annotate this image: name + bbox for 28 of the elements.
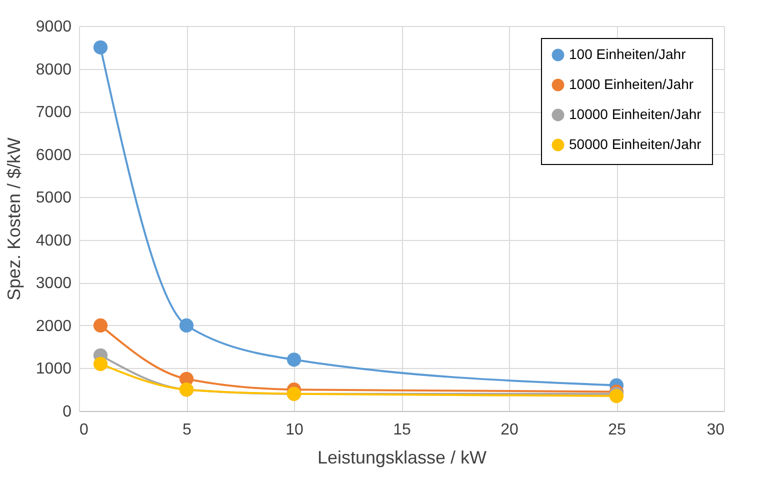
y-tick-label: 6000 (36, 146, 72, 164)
y-tick-label: 2000 (36, 318, 72, 335)
point (179, 318, 194, 332)
x-tick-label: 25 (608, 422, 626, 438)
y-tick-label: 7000 (36, 104, 72, 122)
x-tick-label: 10 (286, 422, 304, 438)
y-tick-label: 1000 (36, 360, 72, 378)
y-tick-label: 5000 (36, 190, 72, 207)
x-tick-label: 30 (706, 422, 725, 438)
legend-label: 10000 Einheiten/Jahr (569, 106, 702, 122)
y-axis-title: Spez. Kosten / $/kW (4, 137, 24, 301)
y-tick-label: 9000 (36, 18, 72, 36)
legend-label: 50000 Einheiten/Jahr (569, 136, 702, 152)
legend-label: 1000 Einheiten/Jahr (569, 76, 694, 92)
y-tick-label: 4000 (36, 232, 72, 250)
point (93, 356, 108, 371)
y-tick-label: 0 (62, 404, 72, 420)
y-tick-label: 8000 (36, 61, 72, 78)
x-tick-label: 15 (393, 422, 411, 438)
point (286, 352, 302, 367)
x-tick-label: 5 (182, 422, 192, 438)
point (93, 40, 108, 54)
point (93, 318, 108, 332)
x-axis-title: Leistungsklasse / kW (317, 448, 487, 468)
x-tick-label: 0 (80, 422, 88, 438)
x-tick-label: 20 (500, 422, 518, 438)
y-tick-label: 3000 (36, 275, 72, 292)
legend-label: 100 Einheiten/Jahr (569, 46, 686, 62)
